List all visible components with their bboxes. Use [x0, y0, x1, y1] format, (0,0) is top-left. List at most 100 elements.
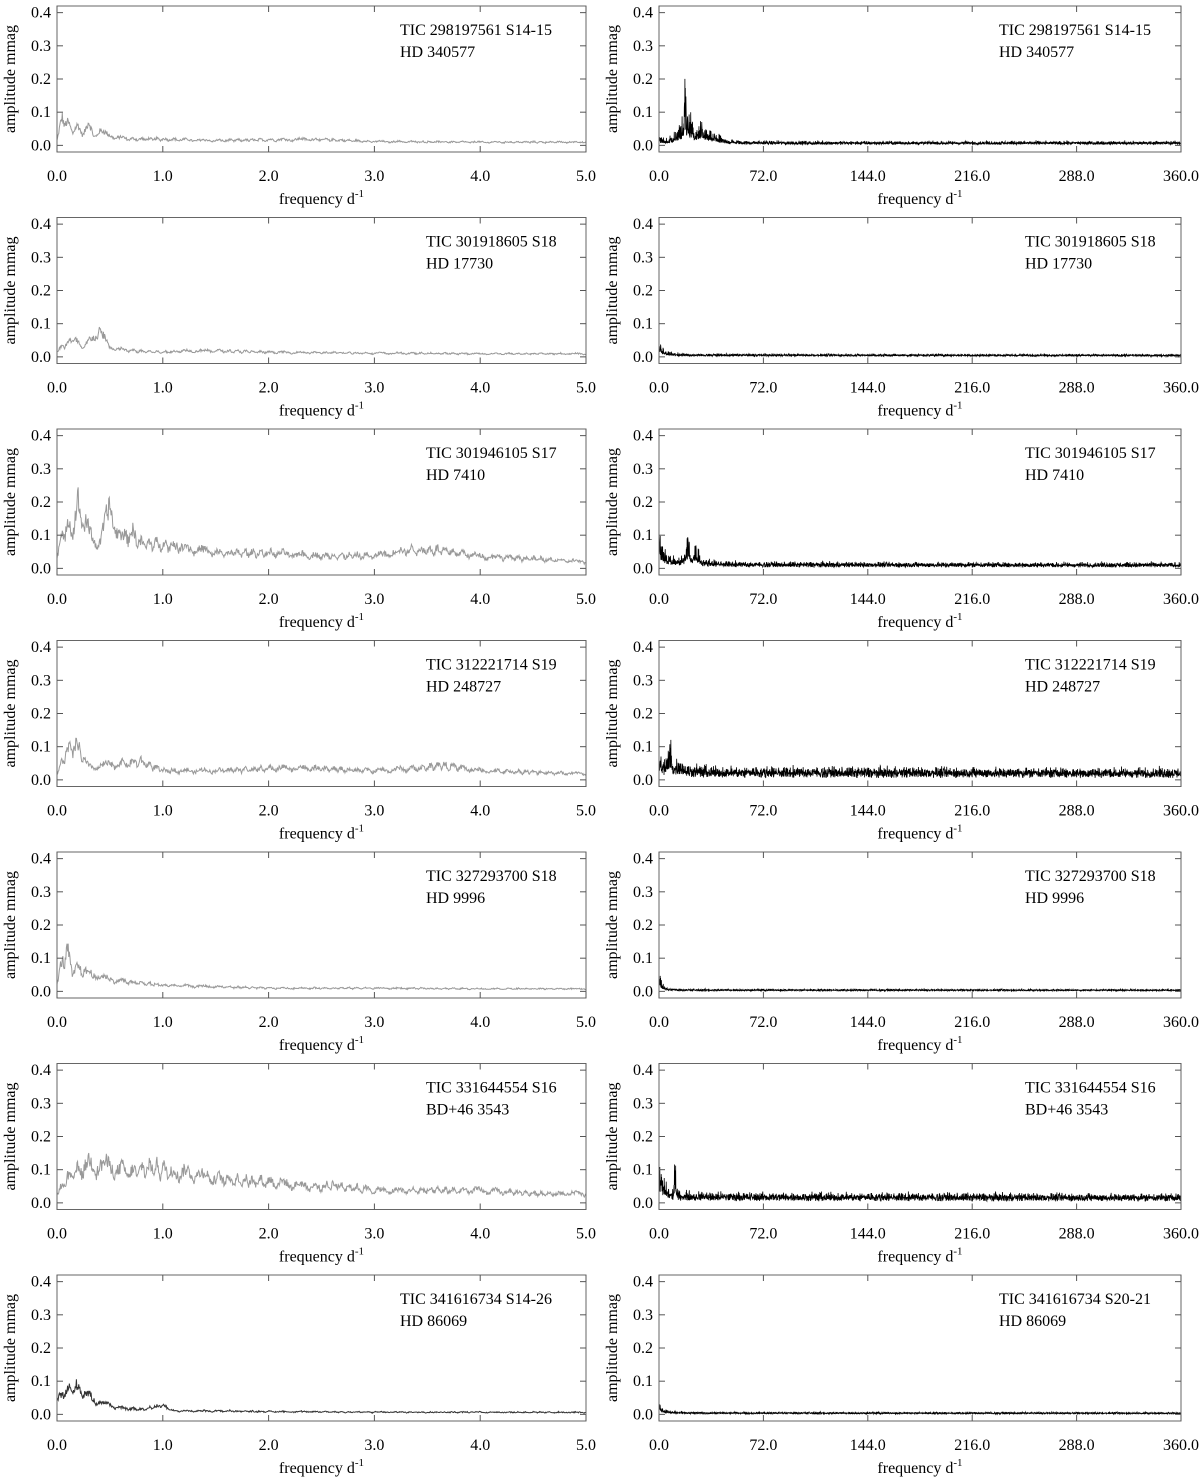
y-axis-title: amplitude mmag — [604, 1083, 621, 1191]
x-tick-label: 288.0 — [1059, 380, 1095, 397]
x-tick-label: 1.0 — [153, 591, 173, 608]
y-tick-label: 0.0 — [31, 1195, 51, 1212]
x-axis-title-superscript: -1 — [953, 188, 962, 200]
x-tick-label: 360.0 — [1163, 591, 1199, 608]
x-tick-label: 1.0 — [153, 1437, 173, 1454]
y-axis-title: amplitude mmag — [604, 871, 621, 979]
y-tick-label: 0.0 — [31, 137, 51, 154]
x-tick-label: 288.0 — [1059, 1437, 1095, 1454]
series-line-left-3 — [56, 487, 587, 566]
x-axis-title: frequency d-1 — [279, 188, 364, 208]
panel-label-tic: TIC 301946105 S17 — [1025, 445, 1156, 462]
y-tick-label: 0.0 — [633, 349, 653, 366]
x-tick-label: 0.0 — [47, 380, 67, 397]
y-axis-title: amplitude mmag — [2, 1294, 19, 1402]
x-tick-label: 0.0 — [649, 380, 669, 397]
x-axis-title: frequency d-1 — [279, 823, 364, 843]
x-tick-label: 0.0 — [649, 1226, 669, 1243]
series-line-right-7 — [658, 1403, 1182, 1416]
panel-label-star: HD 86069 — [400, 1313, 467, 1330]
y-tick-label: 0.0 — [633, 983, 653, 1000]
series-line-left-4 — [56, 737, 587, 777]
panel-left-1: 0.0 1.0 2.0 3.0 4.0 5.0 0.4 0.3 0.2 0.1 0.0 frequen… — [2, 5, 596, 208]
x-tick-label: 5.0 — [576, 591, 596, 608]
x-axis-title-text: frequency d — [877, 403, 953, 420]
y-tick-label: 0.4 — [31, 428, 51, 445]
panel-label-tic: TIC 327293700 S18 — [426, 868, 557, 885]
y-tick-label: 0.4 — [31, 639, 51, 656]
x-axis-title: frequency d-1 — [279, 1246, 364, 1266]
x-tick-label: 5.0 — [576, 168, 596, 185]
series-line-right-4 — [658, 739, 1182, 779]
y-tick-label: 0.1 — [633, 316, 653, 333]
y-axis-title: amplitude mmag — [2, 448, 19, 556]
x-axis-title: frequency d-1 — [279, 611, 364, 631]
panel-left-7: 0.0 1.0 2.0 3.0 4.0 5.0 0.4 0.3 0.2 0.1 0.0 frequen… — [2, 1274, 596, 1477]
y-tick-label: 0.3 — [31, 38, 51, 55]
y-tick-label: 0.4 — [31, 1274, 51, 1291]
x-tick-label: 288.0 — [1059, 591, 1095, 608]
y-tick-label: 0.4 — [633, 216, 653, 233]
x-tick-label: 5.0 — [576, 1226, 596, 1243]
x-tick-label: 144.0 — [850, 168, 886, 185]
x-tick-label: 5.0 — [576, 1014, 596, 1031]
x-tick-label: 288.0 — [1059, 1226, 1095, 1243]
y-axis-title: amplitude mmag — [2, 1083, 19, 1191]
y-tick-label: 0.3 — [31, 672, 51, 689]
y-tick-label: 0.3 — [633, 249, 653, 266]
x-axis-title-superscript: -1 — [953, 1246, 962, 1258]
x-tick-label: 4.0 — [470, 1226, 490, 1243]
x-tick-label: 216.0 — [954, 380, 990, 397]
x-tick-label: 144.0 — [850, 1014, 886, 1031]
x-axis-title-text: frequency d — [279, 826, 355, 843]
x-tick-label: 1.0 — [153, 1014, 173, 1031]
x-tick-label: 144.0 — [850, 591, 886, 608]
x-tick-label: 2.0 — [259, 591, 279, 608]
y-tick-label: 0.1 — [31, 1162, 51, 1179]
panel-right-4: 0.0 72.0 144.0 216.0 288.0 360.0 0.4 0.3 0.2 0.1 0… — [604, 639, 1199, 842]
x-axis-title-text: frequency d — [279, 614, 355, 631]
x-axis-title: frequency d-1 — [877, 1034, 962, 1054]
x-tick-label: 216.0 — [954, 1437, 990, 1454]
y-tick-label: 0.4 — [633, 1274, 653, 1291]
panel-label-star: BD+46 3543 — [1025, 1102, 1108, 1119]
panel-label-tic: TIC 301918605 S18 — [1025, 234, 1156, 251]
y-tick-label: 0.4 — [633, 851, 653, 868]
x-axis-title-text: frequency d — [279, 1037, 355, 1054]
y-tick-label: 0.2 — [31, 917, 51, 934]
x-axis-title-text: frequency d — [279, 1249, 355, 1266]
x-axis-title: frequency d-1 — [279, 1034, 364, 1054]
x-tick-label: 72.0 — [749, 803, 777, 820]
x-tick-label: 5.0 — [576, 803, 596, 820]
y-tick-label: 0.3 — [633, 672, 653, 689]
x-tick-label: 72.0 — [749, 591, 777, 608]
x-tick-label: 0.0 — [47, 1226, 67, 1243]
x-axis-title-superscript: -1 — [355, 1457, 364, 1469]
panel-label-star: HD 9996 — [426, 890, 485, 907]
series-line-right-2 — [658, 344, 1182, 358]
x-axis-title-superscript: -1 — [953, 823, 962, 835]
x-tick-label: 5.0 — [576, 380, 596, 397]
x-tick-label: 72.0 — [749, 1014, 777, 1031]
y-tick-label: 0.1 — [633, 739, 653, 756]
y-tick-label: 0.2 — [633, 494, 653, 511]
x-tick-label: 144.0 — [850, 803, 886, 820]
x-tick-label: 3.0 — [364, 1437, 384, 1454]
x-axis-title-superscript: -1 — [355, 1246, 364, 1258]
panel-label-tic: TIC 341616734 S20-21 — [999, 1291, 1151, 1308]
y-axis-title: amplitude mmag — [604, 25, 621, 133]
panel-label-tic: TIC 298197561 S14-15 — [400, 22, 552, 39]
x-tick-label: 216.0 — [954, 1014, 990, 1031]
panel-label-tic: TIC 298197561 S14-15 — [999, 22, 1151, 39]
y-tick-label: 0.0 — [633, 772, 653, 789]
y-tick-label: 0.2 — [31, 1340, 51, 1357]
y-tick-label: 0.2 — [633, 1340, 653, 1357]
y-tick-label: 0.2 — [633, 71, 653, 88]
x-axis-title-superscript: -1 — [355, 823, 364, 835]
x-tick-label: 4.0 — [470, 1437, 490, 1454]
panel-left-2: 0.0 1.0 2.0 3.0 4.0 5.0 0.4 0.3 0.2 0.1 0.0 frequen… — [2, 216, 596, 419]
panel-label-star: HD 340577 — [400, 44, 475, 61]
y-tick-label: 0.0 — [633, 137, 653, 154]
y-axis-title: amplitude mmag — [604, 237, 621, 345]
